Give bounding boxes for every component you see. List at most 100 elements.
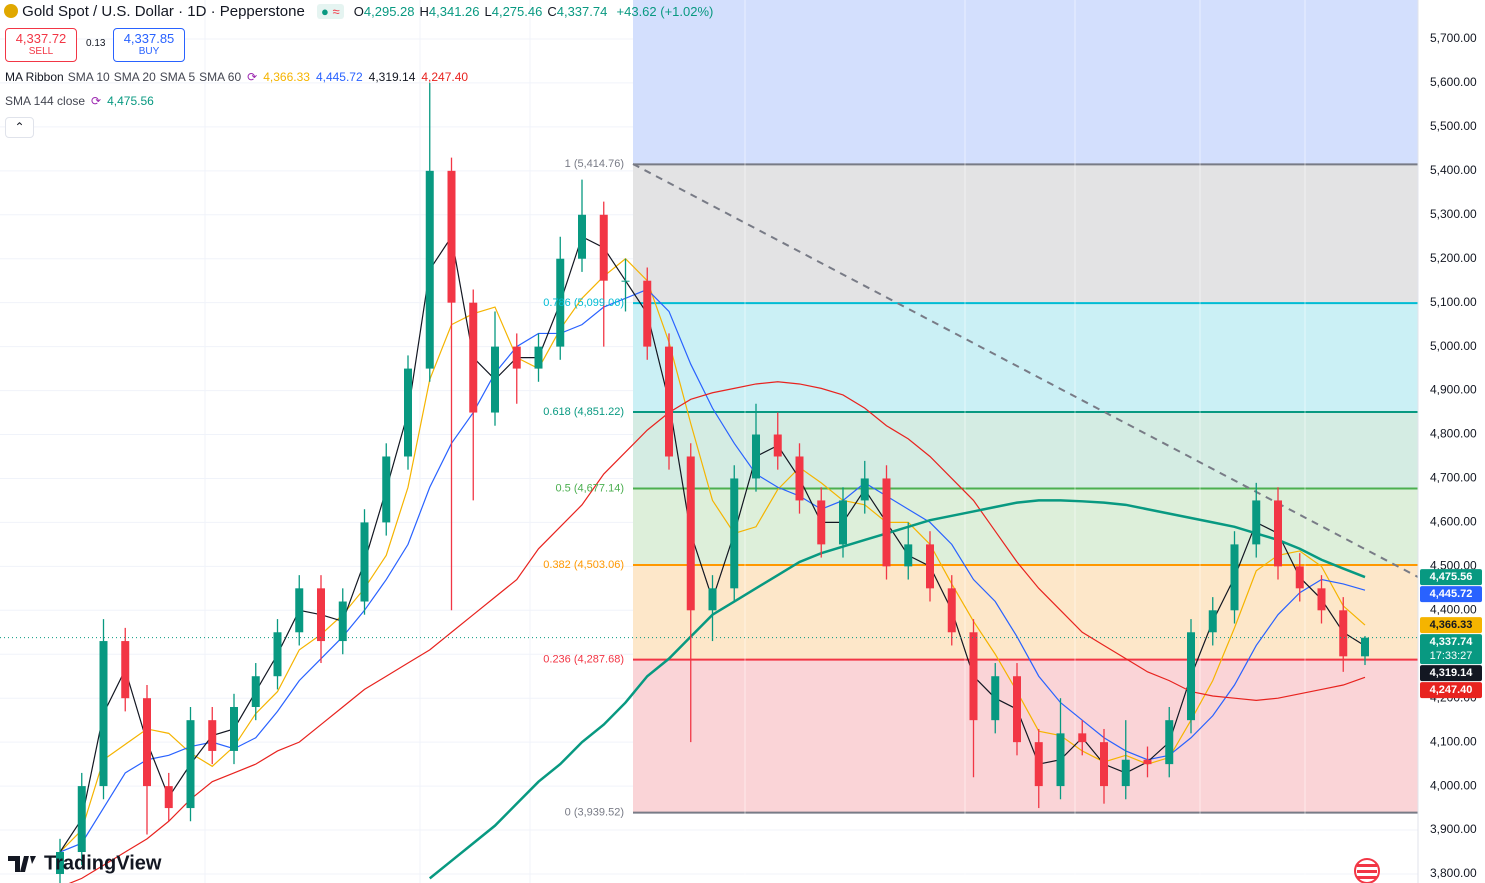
logo-icon <box>8 856 36 872</box>
fib-label: 0.5 (4,677.14) <box>556 482 625 494</box>
y-tick-label: 5,200.00 <box>1430 251 1477 265</box>
candle-body <box>382 456 391 523</box>
price-tag-label: 4,319.14 <box>1430 667 1474 679</box>
candle-body <box>77 786 86 853</box>
candle-body <box>425 170 434 369</box>
candle-body <box>1078 733 1087 743</box>
refresh-icon: ⟳ <box>91 94 102 108</box>
candle-body <box>730 478 739 589</box>
candle-body <box>1121 759 1130 787</box>
candle-body <box>56 852 64 874</box>
ma-name: SMA 5 <box>159 70 196 84</box>
candle-body <box>1230 544 1239 611</box>
y-tick-label: 4,400.00 <box>1430 602 1477 616</box>
y-tick-label: 4,500.00 <box>1430 559 1477 573</box>
candle-body <box>534 346 543 369</box>
sell-label: SELL <box>28 46 54 57</box>
y-tick-label: 4,700.00 <box>1430 471 1477 485</box>
ma-ribbon-legend: MA Ribbon SMA 10 SMA 20 SMA 5 SMA 60 ⟳ 4,366.3… <box>5 70 474 84</box>
ma-value: 4,445.72 <box>315 70 363 84</box>
y-tick-label: 4,000.00 <box>1430 778 1477 792</box>
y-tick-label: 4,800.00 <box>1430 427 1477 441</box>
price-tag-label: 4,475.56 <box>1430 571 1473 583</box>
candle-body <box>99 641 108 787</box>
y-tick-label: 5,100.00 <box>1430 295 1477 309</box>
candle-body <box>665 346 673 457</box>
fib-band <box>633 412 1418 489</box>
price-tag-label: 4,337.74 <box>1430 636 1474 648</box>
fib-label: 0 (3,939.52) <box>565 807 624 819</box>
grid <box>744 0 1306 883</box>
flag-stripe <box>1357 876 1377 879</box>
y-tick-label: 3,800.00 <box>1430 866 1477 880</box>
ma-value: 4,319.14 <box>368 70 416 84</box>
ma-name: SMA 20 <box>113 70 156 84</box>
ohlc-value: 4,295.28 <box>363 4 415 19</box>
spread: 0.13 <box>86 38 106 49</box>
candle-body <box>1187 632 1195 721</box>
price-tag <box>1420 569 1482 586</box>
fib-band <box>633 659 1418 813</box>
candle-body <box>360 522 369 602</box>
ohlc-value: 4,341.26 <box>428 4 480 19</box>
candle-body <box>1056 733 1065 787</box>
candle-body <box>1013 676 1021 743</box>
candle-body <box>752 434 760 479</box>
fib-label: 0.786 (5,099.06) <box>543 297 624 309</box>
price-series: 1 (5,414.76) 0.786 (5,099.06) 0.618 (4,851… <box>0 82 1418 883</box>
y-tick-label: 5,700.00 <box>1430 31 1477 45</box>
fib-label: 0.382 (4,503.06) <box>543 559 624 571</box>
ohlc: O4,295.28 H4,341.26 L4,275.46 C4,337.74 <box>354 4 613 19</box>
candle-body <box>1143 759 1152 765</box>
candle-body <box>947 588 956 633</box>
sell-button[interactable]: 4,337.72 SELL <box>5 28 77 62</box>
buy-label: BUY <box>138 46 160 57</box>
price-tag <box>1420 682 1482 699</box>
candle-body <box>447 170 456 303</box>
sma144-legend: SMA 144 close ⟳ 4,475.56 <box>5 94 154 108</box>
axis-labels: 5,700.00 5,600.00 5,500.00 5,400.00 5,300.00… <box>1420 31 1482 880</box>
candle-body <box>273 632 282 677</box>
collapse-button[interactable]: ⌃ <box>5 117 34 138</box>
market-status[interactable]: ● ≈ <box>316 4 344 19</box>
sell-price: 4,337.72 <box>15 31 67 46</box>
ohlc-value: 4,337.74 <box>556 4 608 19</box>
candle-body <box>817 500 826 545</box>
y-tick-label: 5,300.00 <box>1430 207 1477 221</box>
y-tick-label: 5,000.00 <box>1430 339 1477 353</box>
symbol-title: Gold Spot / U.S. Dollar · 1D · Peppersto… <box>22 3 305 20</box>
y-tick-label: 4,900.00 <box>1430 383 1477 397</box>
candle-body <box>491 346 499 413</box>
fib-label: 0.236 (4,287.68) <box>543 654 624 666</box>
fib-label: 0.618 (4,851.22) <box>543 406 624 418</box>
candle-body <box>1295 566 1304 589</box>
y-tick-label: 5,400.00 <box>1430 163 1477 177</box>
candle-body <box>1165 720 1174 765</box>
buy-button[interactable]: 4,337.85 BUY <box>113 28 185 62</box>
symbol-icon <box>4 4 18 18</box>
buy-price: 4,337.85 <box>123 31 175 46</box>
flag-stripe <box>1357 870 1377 873</box>
price-tag <box>1420 586 1482 603</box>
y-tick-label: 5,500.00 <box>1430 119 1477 133</box>
change: +43.62 (+1.02%) <box>616 4 714 19</box>
candle-body <box>1034 742 1043 787</box>
candle-body <box>251 676 260 707</box>
ohlc-label: O <box>353 4 364 19</box>
candle-body <box>578 214 586 259</box>
candle-body <box>512 346 521 369</box>
trend-line <box>632 163 1419 578</box>
candle-body <box>991 676 1000 721</box>
candle-body <box>186 720 195 809</box>
ribbon-name: MA Ribbon <box>5 70 64 84</box>
candle-body <box>686 456 695 611</box>
ohlc-label: C <box>547 4 557 19</box>
y-tick-label: 4,600.00 <box>1430 515 1477 529</box>
ma-line <box>428 499 1366 880</box>
candle-body <box>121 641 130 699</box>
price-tag-label: 4,247.40 <box>1430 684 1473 696</box>
candle-body <box>1339 610 1348 657</box>
candle-body <box>708 588 717 611</box>
candle-body <box>230 706 238 751</box>
ma-name: SMA 60 <box>199 70 242 84</box>
